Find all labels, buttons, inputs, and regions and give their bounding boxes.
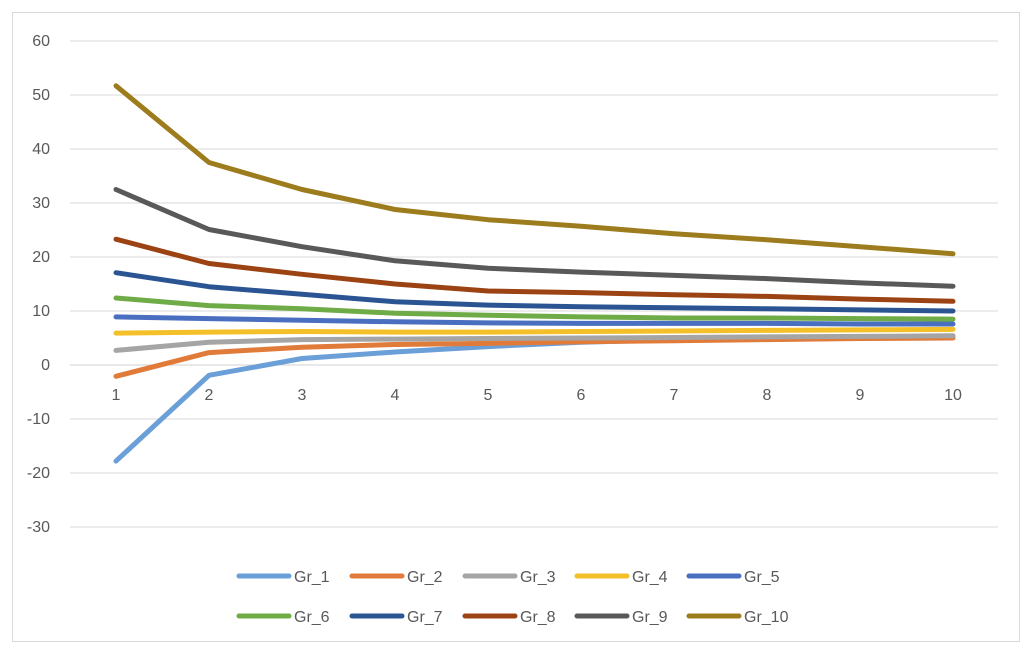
x-tick-label: 1 bbox=[112, 387, 121, 404]
series-line-gr-4 bbox=[113, 326, 956, 336]
y-tick-label: 50 bbox=[32, 87, 50, 104]
series-line-gr-1 bbox=[113, 334, 956, 464]
legend-item-gr-6: Gr_6 bbox=[236, 609, 330, 626]
chart-area bbox=[12, 12, 1020, 642]
legend-item-gr-2: Gr_2 bbox=[349, 569, 443, 586]
y-tick-label: 30 bbox=[32, 195, 50, 212]
y-tick-label: -30 bbox=[27, 519, 50, 536]
legend-label: Gr_8 bbox=[520, 609, 556, 626]
legend-label: Gr_10 bbox=[744, 609, 789, 626]
series-line-gr-7 bbox=[113, 270, 956, 314]
series-line-gr-6 bbox=[113, 295, 956, 322]
y-tick-label: -20 bbox=[27, 465, 50, 482]
y-tick-label: 0 bbox=[41, 357, 50, 374]
legend: Gr_1 Gr_2 Gr_3 Gr_4 Gr_5 Gr_6 Gr_7 Gr_8 Gr_9 Gr_1… bbox=[236, 569, 789, 626]
x-tick-label: 6 bbox=[577, 387, 586, 404]
series-line-gr-3 bbox=[113, 333, 956, 353]
legend-label: Gr_9 bbox=[632, 609, 668, 626]
x-tick-label: 9 bbox=[856, 387, 865, 404]
legend-label: Gr_5 bbox=[744, 569, 780, 586]
series-lines bbox=[113, 83, 956, 464]
x-tick-label: 7 bbox=[670, 387, 679, 404]
series-line-gr-9 bbox=[113, 187, 956, 289]
y-tick-label: 20 bbox=[32, 249, 50, 266]
x-tick-label: 10 bbox=[944, 387, 962, 404]
y-tick-label: -10 bbox=[27, 411, 50, 428]
legend-item-gr-7: Gr_7 bbox=[349, 609, 443, 626]
legend-label: Gr_2 bbox=[407, 569, 443, 586]
y-tick-label: 60 bbox=[32, 33, 50, 50]
legend-label: Gr_7 bbox=[407, 609, 443, 626]
legend-label: Gr_3 bbox=[520, 569, 556, 586]
legend-item-gr-5: Gr_5 bbox=[686, 569, 780, 586]
series-line-gr-10 bbox=[113, 83, 956, 257]
x-tick-label: 3 bbox=[298, 387, 307, 404]
x-tick-label: 5 bbox=[484, 387, 493, 404]
legend-item-gr-4: Gr_4 bbox=[574, 569, 668, 586]
legend-item-gr-9: Gr_9 bbox=[574, 609, 668, 626]
legend-item-gr-10: Gr_10 bbox=[686, 609, 789, 626]
x-tick-label: 2 bbox=[205, 387, 214, 404]
y-tick-label: 40 bbox=[32, 141, 50, 158]
series-line-gr-5 bbox=[113, 314, 956, 327]
series-line-gr-8 bbox=[113, 236, 956, 304]
legend-label: Gr_6 bbox=[294, 609, 330, 626]
legend-item-gr-3: Gr_3 bbox=[462, 569, 556, 586]
legend-item-gr-1: Gr_1 bbox=[236, 569, 330, 586]
y-axis-tick-labels: 60 50 40 30 20 10 0 -10 -20 -30 bbox=[27, 33, 50, 536]
legend-label: Gr_1 bbox=[294, 569, 330, 586]
x-tick-label: 4 bbox=[391, 387, 400, 404]
legend-item-gr-8: Gr_8 bbox=[462, 609, 556, 626]
y-tick-label: 10 bbox=[32, 303, 50, 320]
legend-label: Gr_4 bbox=[632, 569, 668, 586]
x-axis-tick-labels: 1 2 3 4 5 6 7 8 9 10 bbox=[112, 387, 962, 404]
x-tick-label: 8 bbox=[763, 387, 772, 404]
